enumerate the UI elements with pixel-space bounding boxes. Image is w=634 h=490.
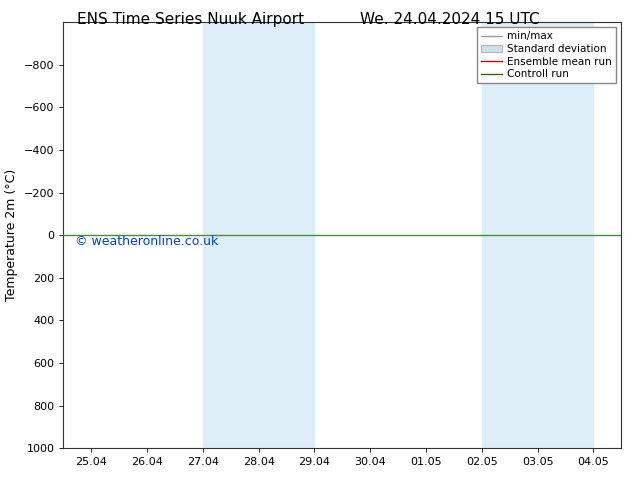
- Y-axis label: Temperature 2m (°C): Temperature 2m (°C): [5, 169, 18, 301]
- Bar: [203, 22, 314, 448]
- Legend: min/max, Standard deviation, Ensemble mean run, Controll run: min/max, Standard deviation, Ensemble me…: [477, 27, 616, 83]
- Text: © weatheronline.co.uk: © weatheronline.co.uk: [75, 235, 218, 248]
- Bar: [482, 22, 593, 448]
- Text: We. 24.04.2024 15 UTC: We. 24.04.2024 15 UTC: [360, 12, 540, 27]
- Text: ENS Time Series Nuuk Airport: ENS Time Series Nuuk Airport: [77, 12, 304, 27]
